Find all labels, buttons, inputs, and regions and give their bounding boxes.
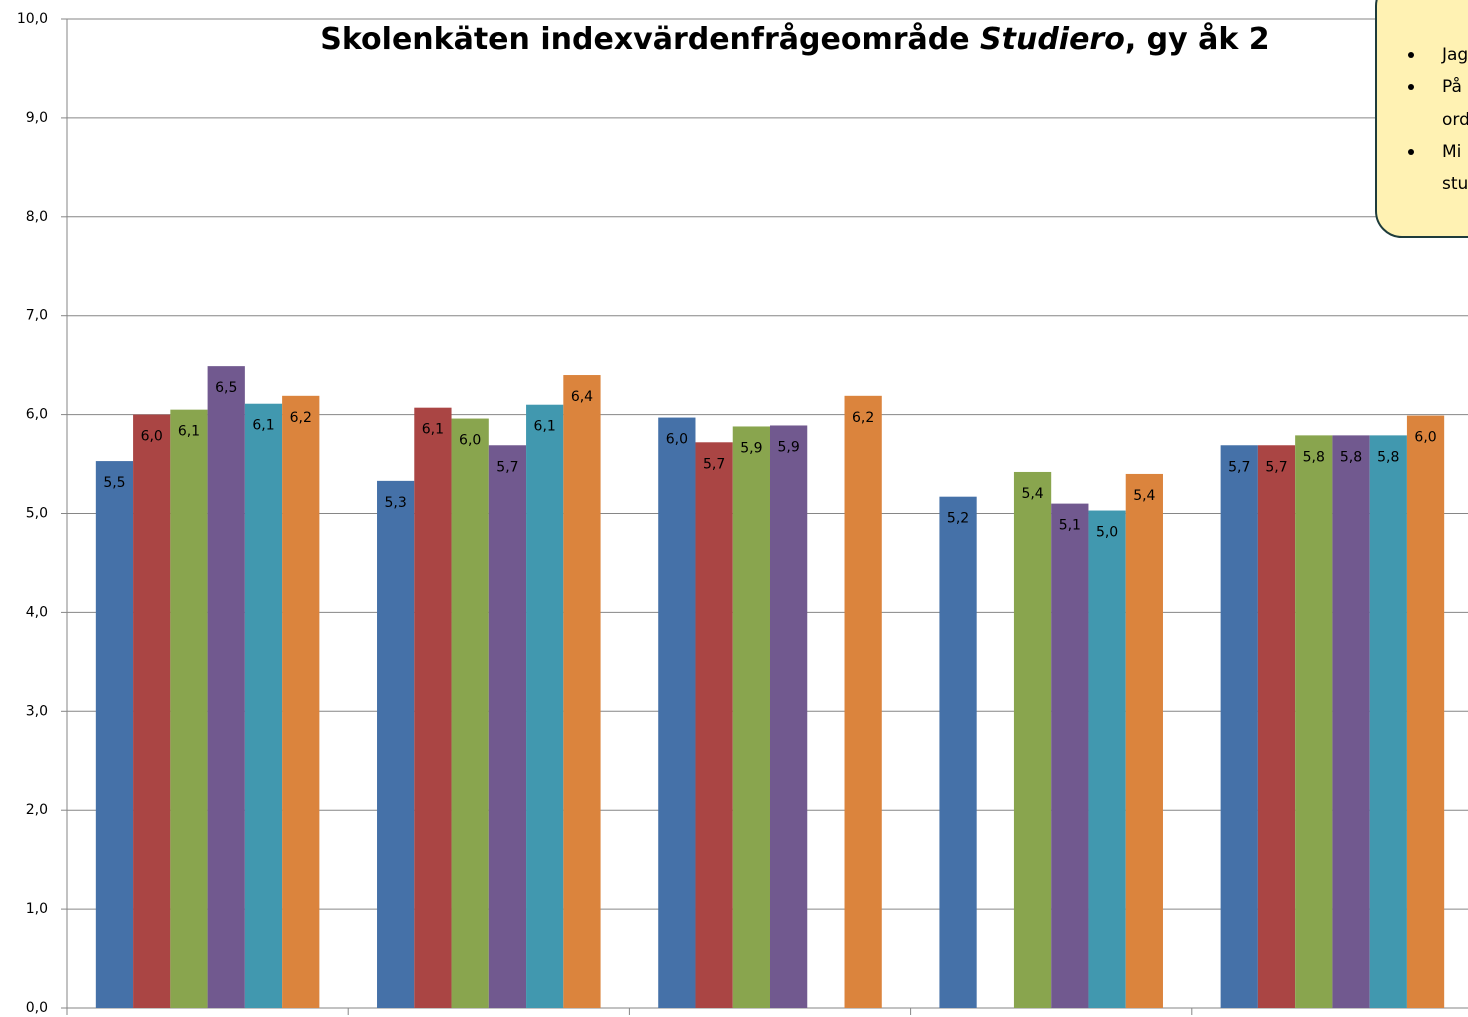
data-label: 6,0	[141, 429, 163, 445]
bar	[282, 395, 320, 1009]
data-label: 5,8	[1340, 449, 1362, 465]
bar	[1332, 435, 1370, 1008]
bar	[939, 496, 977, 1008]
bar	[563, 375, 601, 1008]
data-label: 5,9	[777, 439, 799, 455]
data-label: 6,2	[290, 410, 312, 426]
data-label: 5,3	[385, 495, 407, 511]
y-tick-label: 5,0	[26, 506, 48, 522]
bar	[1125, 473, 1163, 1008]
y-tick-label: 1,0	[26, 901, 48, 917]
bar	[488, 445, 527, 1008]
annotation-box	[1375, 0, 1468, 238]
data-label: 5,2	[947, 511, 969, 527]
bar	[377, 480, 415, 1008]
annotation-text: Jag	[1441, 45, 1468, 65]
data-label: 5,4	[1133, 488, 1155, 504]
data-label: 5,4	[1021, 486, 1043, 502]
data-label: 5,8	[1377, 449, 1399, 465]
data-label: 5,5	[103, 475, 125, 491]
bar	[844, 395, 882, 1009]
chart-title: Skolenkäten indexvärdenfrågeområde Studi…	[320, 21, 1269, 57]
bar	[695, 442, 733, 1008]
data-label: 6,0	[1414, 430, 1436, 446]
bar	[1369, 435, 1407, 1008]
title-part: , gy åk 2	[1125, 21, 1270, 57]
title-part: Skolenkäten indexvärdenfrågeområde	[320, 21, 980, 57]
y-tick-label: 7,0	[26, 308, 48, 324]
data-label: 6,0	[459, 433, 481, 449]
data-label: 5,1	[1059, 518, 1081, 534]
bar	[770, 425, 808, 1008]
bar	[1406, 415, 1445, 1008]
bar	[526, 404, 564, 1009]
bullet	[1408, 149, 1414, 155]
bar	[414, 407, 452, 1008]
data-label: 5,8	[1303, 449, 1325, 465]
data-label: 6,2	[852, 410, 874, 426]
bar	[170, 409, 208, 1008]
data-label: 5,9	[740, 440, 762, 456]
data-label: 5,7	[1265, 459, 1287, 475]
bar	[732, 426, 770, 1008]
data-label: 6,1	[534, 419, 556, 435]
bar	[1013, 471, 1052, 1008]
y-tick-label: 3,0	[26, 703, 48, 719]
data-label: 6,1	[252, 418, 274, 434]
bar	[1295, 435, 1333, 1008]
data-label: 6,1	[422, 422, 444, 438]
data-label: 6,1	[178, 424, 200, 440]
bar	[133, 414, 171, 1009]
data-label: 6,5	[215, 380, 237, 396]
data-label: 5,0	[1096, 525, 1118, 541]
y-tick-label: 6,0	[26, 407, 48, 423]
data-label: 5,7	[1228, 459, 1250, 475]
bar	[244, 403, 283, 1008]
annotation-text: På	[1442, 76, 1462, 97]
annotation-text: ord	[1442, 110, 1468, 130]
bar	[1257, 445, 1296, 1008]
data-label: 5,7	[703, 456, 725, 472]
annotation-text: stu	[1442, 174, 1468, 194]
bullet	[1408, 52, 1414, 58]
data-label: 6,0	[666, 432, 688, 448]
bar	[1088, 510, 1126, 1008]
bar	[207, 366, 245, 1008]
y-tick-label: 2,0	[26, 802, 48, 818]
bullet	[1408, 84, 1414, 90]
bar	[451, 418, 489, 1008]
data-label: 6,4	[571, 389, 593, 405]
bar	[1051, 503, 1089, 1008]
y-tick-label: 8,0	[26, 209, 48, 225]
y-tick-label: 10,0	[17, 11, 48, 27]
bar	[95, 461, 134, 1008]
y-tick-label: 9,0	[26, 110, 48, 126]
y-tick-label: 4,0	[26, 604, 48, 620]
title-part: Studiero	[980, 22, 1125, 57]
data-label: 5,7	[496, 459, 518, 475]
bar	[658, 417, 696, 1008]
bar	[1220, 445, 1258, 1008]
annotation-text: Mi	[1442, 142, 1461, 162]
y-tick-label: 0,0	[26, 1000, 48, 1016]
